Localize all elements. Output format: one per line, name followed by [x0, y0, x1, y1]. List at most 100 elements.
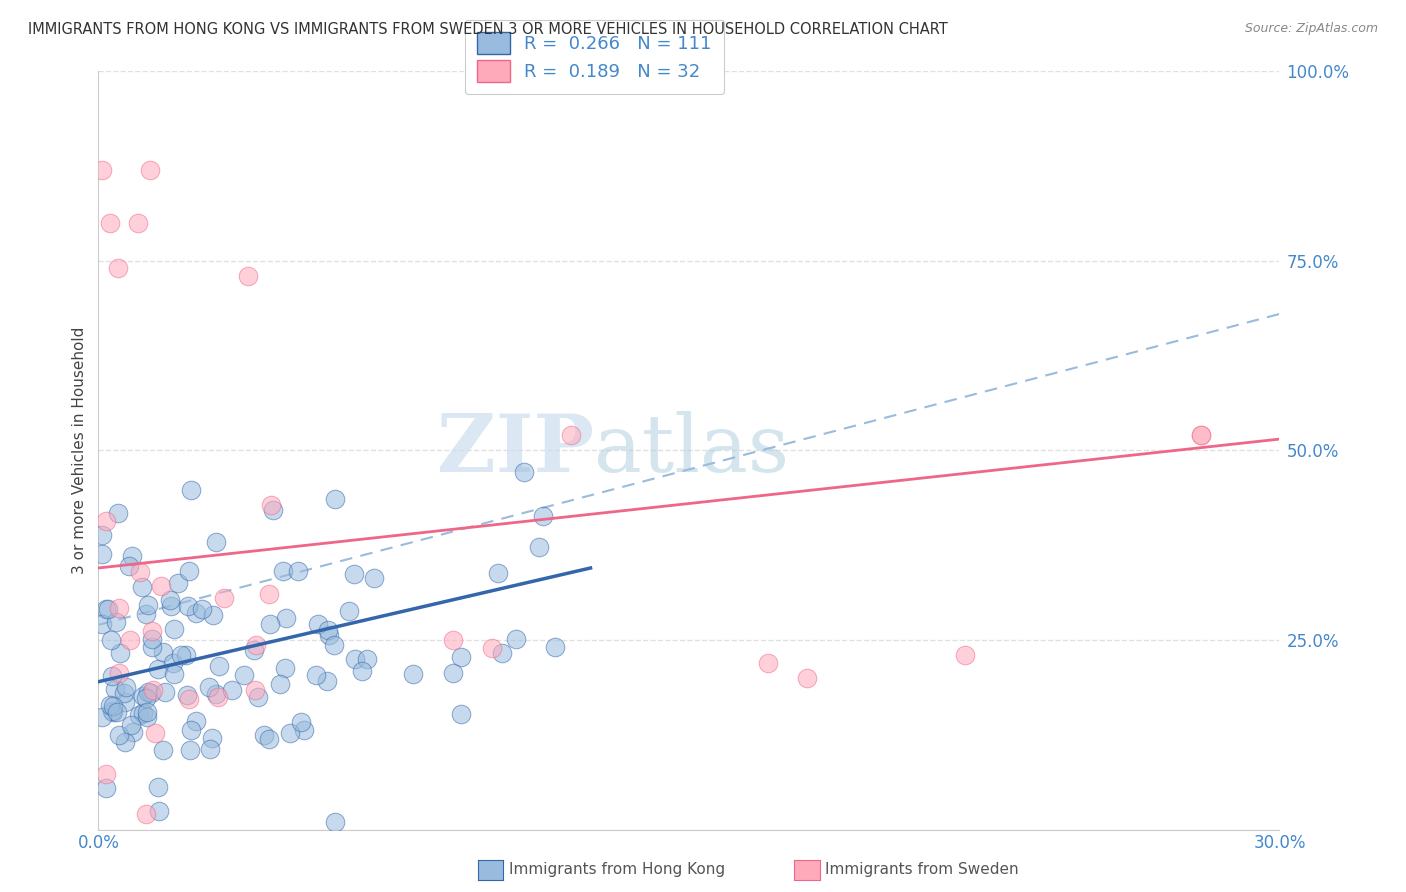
Point	[560, 428, 582, 442]
Point	[141, 640, 163, 654]
Point	[269, 677, 291, 691]
Point	[343, 567, 366, 582]
Point	[245, 639, 267, 653]
Point	[120, 718, 142, 732]
Point	[98, 698, 121, 713]
Point	[274, 661, 297, 675]
Point	[316, 673, 339, 688]
Point	[259, 617, 281, 632]
Point	[118, 558, 141, 573]
Point	[152, 743, 174, 757]
Point	[107, 507, 129, 521]
Point	[121, 725, 143, 739]
Point	[323, 491, 346, 506]
Point	[322, 638, 344, 652]
Point	[112, 685, 135, 699]
Point	[179, 692, 201, 706]
Point	[441, 633, 464, 648]
Point	[356, 652, 378, 666]
Point	[953, 648, 976, 662]
Point	[96, 602, 118, 616]
Point	[527, 541, 550, 555]
Point	[208, 658, 231, 673]
Text: Immigrants from Hong Kong: Immigrants from Hong Kong	[509, 863, 725, 877]
Point	[150, 579, 173, 593]
Point	[513, 465, 536, 479]
Point	[170, 648, 193, 663]
Point	[162, 656, 184, 670]
Point	[278, 726, 301, 740]
Point	[141, 686, 163, 700]
Point	[97, 602, 120, 616]
Point	[491, 646, 513, 660]
Point	[162, 667, 184, 681]
Point	[402, 667, 425, 681]
Point	[131, 580, 153, 594]
Point	[148, 804, 170, 818]
Point	[796, 671, 818, 685]
Point	[96, 767, 118, 781]
Point	[152, 645, 174, 659]
Point	[221, 683, 243, 698]
Text: atlas: atlas	[595, 411, 790, 490]
Point	[121, 549, 143, 563]
Point	[257, 587, 280, 601]
Point	[276, 611, 298, 625]
Point	[91, 616, 114, 631]
Point	[138, 163, 160, 178]
Point	[253, 728, 276, 742]
Point	[101, 705, 124, 719]
Point	[756, 656, 779, 670]
Point	[305, 667, 328, 681]
Legend: R =  0.266   N = 111, R =  0.189   N = 32: R = 0.266 N = 111, R = 0.189 N = 32	[464, 20, 724, 95]
Point	[153, 685, 176, 699]
Point	[363, 571, 385, 585]
Point	[132, 706, 155, 720]
Point	[127, 216, 149, 230]
Point	[212, 591, 235, 605]
Point	[198, 741, 221, 756]
Point	[180, 483, 202, 498]
Point	[108, 646, 131, 660]
Point	[198, 680, 221, 694]
Point	[294, 723, 316, 738]
Point	[142, 683, 165, 698]
Point	[108, 665, 131, 680]
Point	[176, 688, 198, 702]
Point	[350, 664, 373, 678]
Point	[115, 680, 138, 694]
Point	[91, 163, 114, 178]
Point	[146, 662, 169, 676]
Point	[343, 652, 366, 666]
Point	[259, 732, 281, 747]
Point	[141, 624, 163, 638]
Point	[135, 607, 157, 621]
Point	[108, 601, 131, 615]
Point	[184, 714, 207, 729]
Point	[260, 498, 283, 512]
Point	[100, 704, 122, 718]
Point	[544, 640, 567, 654]
Point	[531, 508, 554, 523]
Point	[486, 566, 509, 580]
Point	[201, 608, 224, 623]
Text: Immigrants from Sweden: Immigrants from Sweden	[825, 863, 1019, 877]
Point	[177, 564, 200, 578]
Point	[91, 528, 114, 542]
Point	[247, 690, 270, 704]
Point	[136, 599, 159, 613]
Point	[243, 642, 266, 657]
Point	[233, 667, 256, 681]
Point	[316, 623, 339, 637]
Point	[450, 707, 472, 722]
Point	[100, 633, 122, 648]
Point	[143, 726, 166, 740]
Point	[307, 617, 329, 632]
Text: ZIP: ZIP	[437, 411, 595, 490]
Point	[104, 615, 127, 630]
Point	[290, 715, 312, 730]
Point	[163, 622, 186, 636]
Point	[323, 815, 346, 830]
Point	[108, 728, 131, 742]
Point	[505, 632, 527, 646]
